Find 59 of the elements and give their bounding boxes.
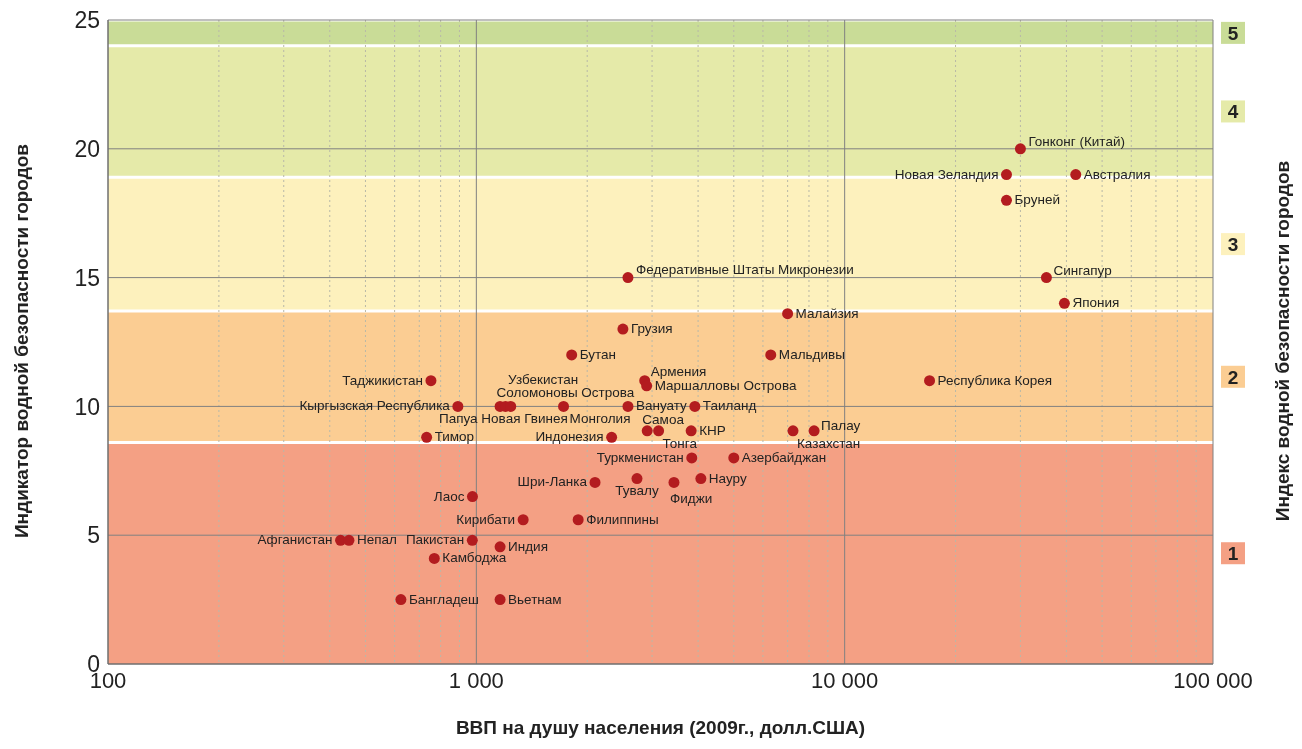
annotation: Вануату [635,398,688,414]
band-label: 4 [1227,101,1239,123]
annotation: Палау [821,417,861,433]
y-tick-label: 20 [74,135,100,162]
band-label: 3 [1227,234,1239,256]
annotation: Япония [1072,295,1120,311]
annotation: Непал [356,532,397,548]
annotation: Тувалу [615,482,659,498]
annotation: Тимор [434,429,475,445]
y-tick-label: 10 [74,393,100,420]
annotation: Армения [650,363,707,379]
annotation: Монголия [569,411,631,427]
annotation: Федеративные Штаты Микронезии [635,261,854,277]
annotation: Туркменистан [596,449,684,465]
annotation: Бутан [579,346,616,362]
y-tick-label: 5 [87,522,100,549]
band-label: 5 [1227,22,1239,44]
annotation: Пакистан [405,532,465,548]
annotation: Малайзия [795,305,859,321]
annotation: Кыргызская Республика [299,398,451,414]
annotation: Бангладеш [408,591,479,607]
annotation: Лаос [433,488,465,504]
annotation: Мальдивы [778,346,845,362]
annotation: Казахстан [797,435,861,451]
x-tick-label: 100 000 [1173,667,1253,693]
band-label: 2 [1227,366,1239,388]
annotation: КНР [699,422,726,438]
annotation: Шри-Ланка [517,474,588,490]
x-tick-label: 10 000 [811,667,879,693]
annotation: Кирибати [456,511,516,527]
annotation: Индия [508,538,548,554]
y-tick-label: 15 [74,264,100,291]
annotation: Фиджи [669,491,713,507]
annotation: Индонезия [535,429,604,445]
y-tick-label: 25 [74,7,100,34]
annotation: Афганистан [257,532,333,548]
annotation: Грузия [630,321,673,337]
annotation: Азербайджан [741,449,827,465]
annotation: Сингапур [1053,262,1112,278]
annotation: Бруней [1014,192,1060,208]
annotation: Республика Корея [937,372,1053,388]
annotation: Филиппины [586,511,659,527]
x-axis-title: ВВП на душу населения (2009г., долл.США) [454,717,867,739]
annotation: Новая Зеландия [894,166,999,182]
annotation: Таиланд [702,398,757,414]
y-axis-title: Индикатор водной безопасности городов [11,142,33,541]
x-tick-label: 1 000 [448,667,504,693]
annotation: Гонконг (Китай) [1028,133,1125,149]
annotation: Таджикистан [342,372,423,388]
y2-axis-title: Индекс водной безопасности городов [1272,159,1294,524]
annotation: Папуа Новая Гвинея [438,411,568,427]
annotation: Науру [708,470,747,486]
annotation: Австралия [1083,166,1151,182]
annotation: Камбоджа [442,550,507,566]
annotation: Вьетнам [508,591,562,607]
annotation: Узбекистан [508,372,579,388]
annotation: Тонга [662,435,698,451]
band-label: 1 [1227,543,1239,565]
annotation: Соломоновы Острова [496,385,635,401]
